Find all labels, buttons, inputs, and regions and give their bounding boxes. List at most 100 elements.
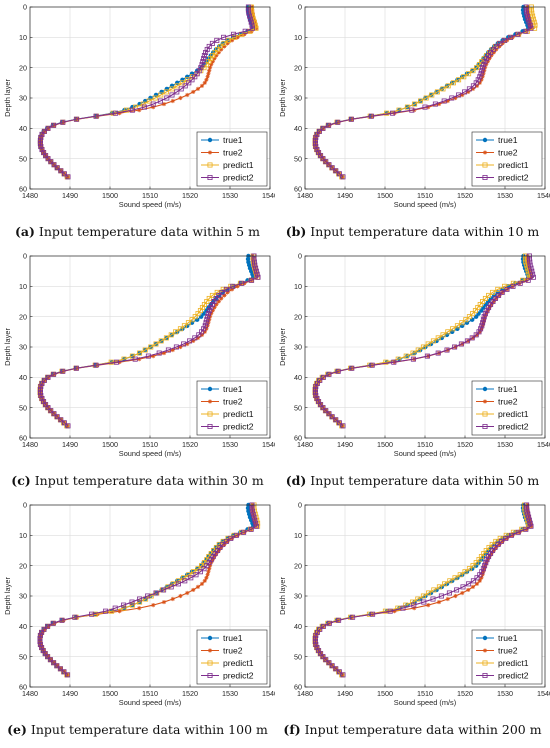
data-point (37, 638, 43, 644)
data-point (430, 338, 436, 344)
data-point (129, 107, 135, 113)
data-point (391, 359, 397, 365)
data-point (45, 156, 51, 162)
data-point (60, 119, 66, 125)
data-point (442, 581, 448, 587)
data-point (157, 98, 163, 104)
axes-frame (29, 255, 271, 439)
data-point (73, 116, 79, 122)
legend-label: predict1 (498, 658, 529, 668)
y-tick-label: 0 (298, 501, 302, 510)
y-tick-label: 0 (298, 252, 302, 261)
data-point (503, 535, 509, 541)
data-point (50, 620, 56, 626)
legend-label: true1 (223, 384, 243, 394)
legend-marker (482, 399, 488, 404)
data-point (490, 289, 496, 295)
caption-text: Input temperature data within 100 m (26, 722, 268, 737)
data-point (199, 83, 205, 88)
y-tick-label: 0 (23, 501, 27, 510)
data-point (214, 289, 220, 295)
legend-item: predict2 (201, 671, 254, 681)
data-point (137, 596, 143, 602)
data-point (390, 110, 396, 116)
data-point (204, 575, 209, 580)
x-tick-label: 1520 (182, 440, 198, 449)
data-point (199, 332, 205, 337)
data-point (65, 672, 71, 678)
legend-marker (482, 423, 488, 429)
x-tick-label: 1500 (102, 440, 118, 449)
data-point (482, 563, 488, 569)
data-point (528, 523, 534, 529)
data-point (466, 314, 472, 320)
data-point (429, 92, 435, 98)
data-point (525, 16, 531, 22)
data-point (526, 271, 532, 277)
data-point (477, 329, 482, 334)
data-point (148, 344, 154, 350)
data-point (199, 581, 205, 586)
data-point (504, 286, 510, 292)
data-point (484, 557, 490, 563)
data-point (526, 256, 532, 262)
data-point (51, 162, 57, 168)
data-point (532, 25, 538, 31)
legend-marker (482, 635, 488, 641)
data-point (436, 101, 442, 107)
data-point (216, 548, 221, 553)
data-point (205, 572, 210, 577)
data-point (145, 353, 151, 359)
data-point (137, 357, 142, 362)
data-point (222, 44, 227, 49)
data-point (336, 617, 342, 623)
data-point (39, 380, 45, 386)
data-point (466, 89, 471, 95)
data-point (242, 32, 247, 37)
data-point (187, 338, 193, 344)
data-point (161, 101, 167, 107)
panel-caption: (b) Input temperature data within 10 m (275, 224, 550, 239)
data-point (252, 262, 258, 268)
data-point (490, 46, 496, 52)
data-point (473, 80, 479, 86)
data-point (249, 277, 255, 283)
data-point (320, 654, 326, 660)
data-point (213, 544, 219, 550)
data-point (253, 520, 259, 526)
data-point (460, 584, 466, 590)
x-tick-label: 1480 (297, 191, 313, 200)
data-point (470, 584, 476, 589)
data-point (473, 560, 479, 566)
data-point (203, 50, 209, 56)
data-point (168, 584, 174, 590)
data-point (333, 168, 339, 174)
x-tick-label: 1530 (222, 440, 238, 449)
data-point (494, 47, 499, 52)
data-point (494, 545, 499, 550)
legend-marker (207, 672, 213, 678)
legend-label: true2 (223, 397, 243, 407)
data-point (165, 347, 171, 353)
y-tick-label: 10 (294, 33, 302, 42)
data-point (470, 311, 476, 317)
data-point (249, 22, 255, 28)
data-point (113, 110, 119, 116)
data-point (207, 308, 213, 314)
data-point (329, 663, 335, 669)
data-point (39, 131, 45, 137)
data-point (152, 95, 158, 101)
legend-marker (482, 386, 488, 392)
data-point (435, 350, 441, 356)
data-point (531, 19, 537, 25)
legend: true1 true2 predict1 predict2 (471, 131, 543, 187)
data-point (499, 289, 505, 295)
legend-label: predict1 (223, 658, 254, 668)
data-point (249, 25, 255, 31)
data-point (198, 65, 204, 71)
data-point (112, 605, 118, 611)
data-point (527, 259, 533, 265)
data-point (59, 617, 65, 623)
data-point (174, 83, 180, 89)
